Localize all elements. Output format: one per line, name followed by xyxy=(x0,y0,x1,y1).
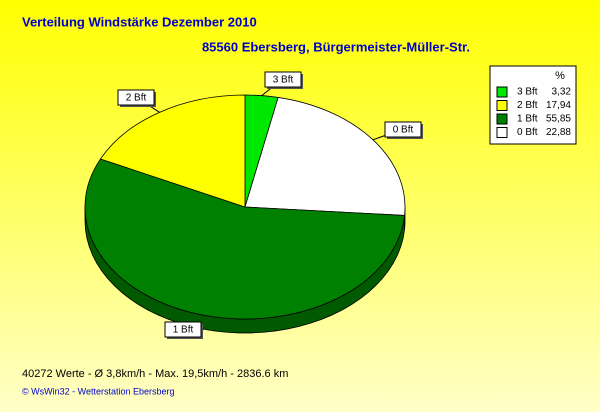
legend-swatch xyxy=(496,100,508,111)
legend-label: 1 Bft xyxy=(517,114,538,125)
label-box xyxy=(264,71,302,88)
slice xyxy=(99,94,246,208)
credit: © WsWin32 - Wetterstation Ebersberg xyxy=(22,386,175,396)
legend-value: 22,88 xyxy=(546,127,571,138)
slice-label: 2 Bft xyxy=(126,93,147,104)
stats: 40272 Werte - Ø 3,8km/h - Max. 19,5km/h … xyxy=(22,368,288,380)
slice xyxy=(244,96,406,216)
label-box xyxy=(164,321,202,338)
chart-subtitle: 85560 Ebersberg, Bürgermeister-Müller-St… xyxy=(202,39,470,54)
legend-label: 2 Bft xyxy=(517,100,538,111)
legend-swatch xyxy=(496,113,508,125)
legend-label: 0 Bft xyxy=(517,127,538,138)
slice-label: 1 Bft xyxy=(173,325,194,336)
legend-swatch xyxy=(496,86,508,98)
legend-value: 55,85 xyxy=(546,114,571,125)
label-box xyxy=(117,89,155,106)
legend-value: 3,32 xyxy=(552,87,572,98)
chart-title: Verteilung Windstärke Dezember 2010 xyxy=(22,14,257,29)
slice-label: 0 Bft xyxy=(393,125,414,136)
legend-value: 17,94 xyxy=(546,100,571,111)
slice xyxy=(84,158,405,320)
slice-label: 3 Bft xyxy=(273,75,294,86)
legend-swatch xyxy=(496,127,508,138)
label-box xyxy=(384,121,422,138)
legend-label: 3 Bft xyxy=(517,87,538,98)
legend-title: % xyxy=(555,70,565,82)
